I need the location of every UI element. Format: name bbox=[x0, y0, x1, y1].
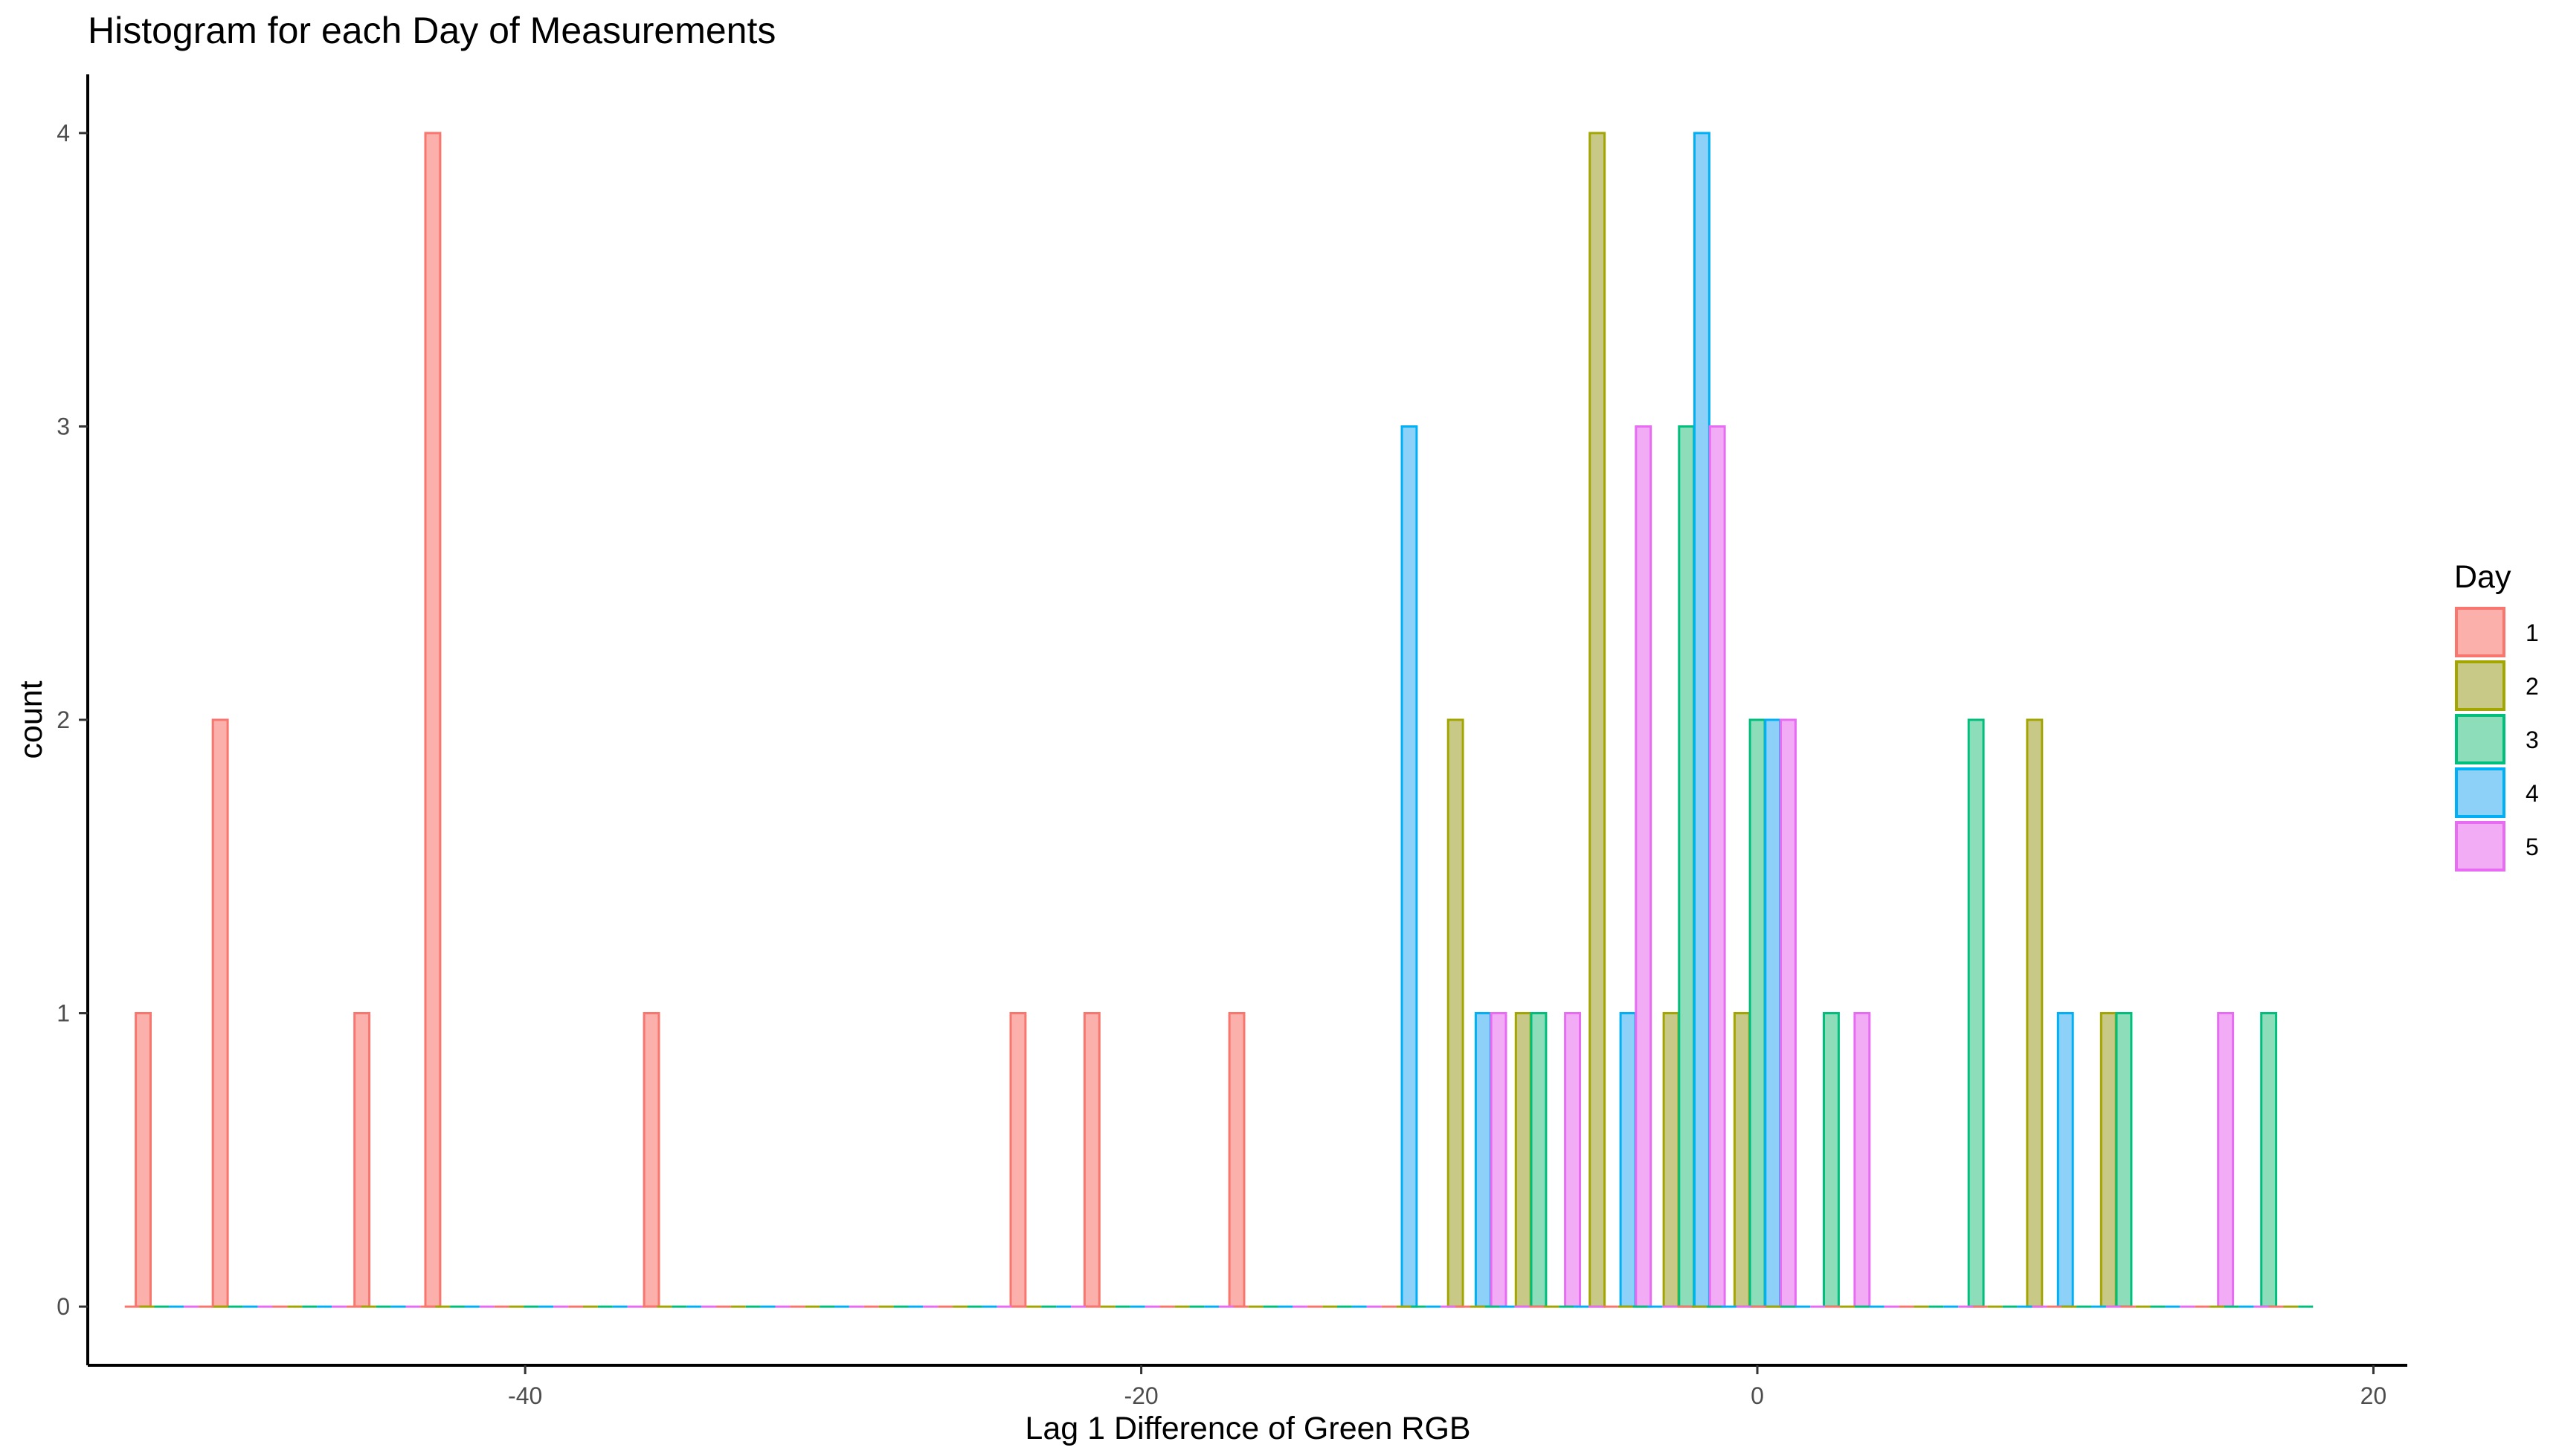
bar-day-1-5 bbox=[1009, 1012, 1027, 1308]
bar-day-3-5 bbox=[2115, 1012, 2133, 1308]
bar-day-2-2 bbox=[1588, 132, 1606, 1308]
bar-day-4-1 bbox=[1474, 1012, 1492, 1308]
y-tick-label: 4 bbox=[57, 120, 70, 146]
y-tick-label: 0 bbox=[57, 1293, 70, 1320]
bar-day-5-3 bbox=[1708, 425, 1726, 1308]
legend-key-day-4 bbox=[2455, 767, 2505, 818]
bar-day-3-4 bbox=[1967, 718, 1985, 1308]
bar-day-1-0 bbox=[135, 1012, 152, 1308]
legend-key-day-5 bbox=[2455, 821, 2505, 872]
legend-label-day-3: 3 bbox=[2526, 727, 2539, 753]
bars-layer bbox=[135, 132, 2278, 1308]
y-tick-label: 3 bbox=[57, 413, 70, 439]
x-tick-label: -20 bbox=[1124, 1382, 1158, 1409]
bar-day-2-4 bbox=[1733, 1012, 1751, 1308]
bar-day-5-2 bbox=[1635, 425, 1652, 1308]
chart-title: Histogram for each Day of Measurements bbox=[88, 10, 776, 51]
y-tick-label: 2 bbox=[57, 706, 70, 733]
bar-day-3-6 bbox=[2260, 1012, 2278, 1308]
bar-day-2-1 bbox=[1514, 1012, 1532, 1308]
x-tick-label: 20 bbox=[2360, 1382, 2387, 1409]
bar-day-3-2 bbox=[1748, 718, 1766, 1308]
legend: Day 1 2 3 4 5 bbox=[2454, 559, 2539, 872]
bar-day-5-5 bbox=[1853, 1012, 1871, 1308]
bar-day-2-3 bbox=[1662, 1012, 1680, 1308]
x-tick-label: -40 bbox=[508, 1382, 542, 1409]
legend-label-day-4: 4 bbox=[2526, 780, 2539, 807]
bar-day-3-0 bbox=[1530, 1012, 1548, 1308]
bar-day-1-1 bbox=[211, 718, 229, 1308]
bar-day-4-2 bbox=[1619, 1012, 1637, 1308]
bar-day-1-6 bbox=[1083, 1012, 1101, 1308]
bar-day-4-0 bbox=[1400, 425, 1418, 1308]
bar-day-5-1 bbox=[1564, 1012, 1582, 1308]
bar-day-5-0 bbox=[1490, 1012, 1507, 1308]
bar-day-5-6 bbox=[2217, 1012, 2235, 1308]
legend-label-day-2: 2 bbox=[2526, 673, 2539, 700]
x-axis-ticks: -40 -20 0 20 bbox=[508, 1365, 2386, 1409]
bar-day-4-4 bbox=[1764, 718, 1782, 1308]
bar-day-1-7 bbox=[1228, 1012, 1246, 1308]
legend-key-day-2 bbox=[2455, 660, 2505, 711]
bar-day-1-2 bbox=[353, 1012, 371, 1308]
bar-day-5-4 bbox=[1780, 718, 1797, 1308]
y-axis-ticks: 0 1 2 3 4 bbox=[57, 120, 88, 1320]
bar-day-1-4 bbox=[643, 1012, 660, 1308]
legend-key-day-1 bbox=[2455, 607, 2505, 657]
bar-day-4-5 bbox=[2056, 1012, 2074, 1308]
x-tick-label: 0 bbox=[1751, 1382, 1764, 1409]
bar-day-1-3 bbox=[424, 132, 442, 1308]
legend-key-day-3 bbox=[2455, 714, 2505, 764]
x-axis-title: Lag 1 Difference of Green RGB bbox=[1025, 1411, 1470, 1446]
bar-day-2-6 bbox=[2099, 1012, 2117, 1308]
y-axis-title: count bbox=[13, 680, 49, 758]
bar-day-3-3 bbox=[1823, 1012, 1840, 1308]
legend-items: 1 2 3 4 5 bbox=[2455, 607, 2539, 872]
legend-title: Day bbox=[2454, 559, 2511, 595]
bar-day-2-0 bbox=[1446, 718, 1464, 1308]
bar-day-2-5 bbox=[2026, 718, 2044, 1308]
bar-day-3-1 bbox=[1678, 425, 1696, 1308]
legend-label-day-5: 5 bbox=[2526, 834, 2539, 860]
bar-day-4-3 bbox=[1693, 132, 1710, 1308]
legend-label-day-1: 1 bbox=[2526, 619, 2539, 646]
y-tick-label: 1 bbox=[57, 1000, 70, 1027]
